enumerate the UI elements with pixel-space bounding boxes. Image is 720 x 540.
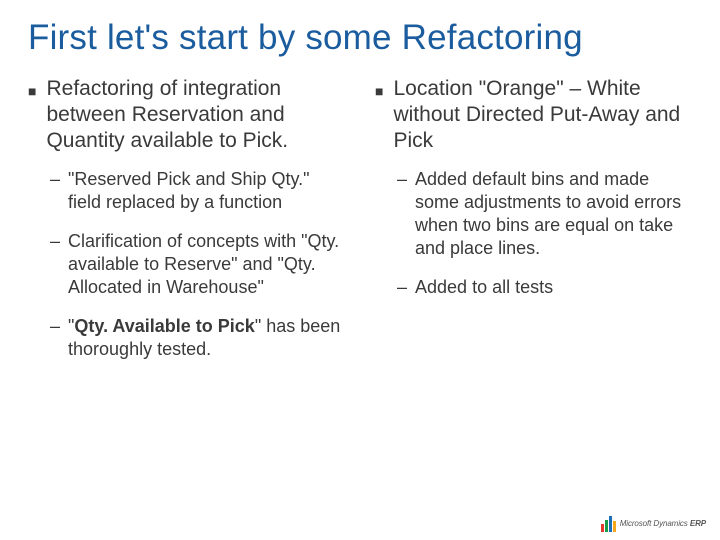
left-column: ■ Refactoring of integration between Res… xyxy=(28,76,345,377)
content-columns: ■ Refactoring of integration between Res… xyxy=(28,76,692,377)
slide-title: First let's start by some Refactoring xyxy=(28,18,692,58)
left-heading-text: Refactoring of integration between Reser… xyxy=(46,76,345,154)
list-item: – "Qty. Available to Pick" has been thor… xyxy=(50,315,345,361)
left-sub-list: – "Reserved Pick and Ship Qty." field re… xyxy=(28,168,345,361)
logo-bar xyxy=(613,521,616,532)
logo-bar xyxy=(601,524,604,532)
list-item-text: Clarification of concepts with "Qty. ava… xyxy=(68,230,345,299)
list-item-text: Added to all tests xyxy=(415,276,692,299)
bold-term: Qty. Available to Pick xyxy=(74,316,254,336)
right-heading-text: Location "Orange" – White without Direct… xyxy=(393,76,692,154)
dash-icon: – xyxy=(50,315,60,361)
right-sub-list: – Added default bins and made some adjus… xyxy=(375,168,692,299)
square-bullet-icon: ■ xyxy=(28,76,36,154)
list-item: – "Reserved Pick and Ship Qty." field re… xyxy=(50,168,345,214)
dash-icon: – xyxy=(397,168,407,260)
dash-icon: – xyxy=(397,276,407,299)
footer-logo: Microsoft Dynamics ERP xyxy=(601,514,706,532)
left-heading-bullet: ■ Refactoring of integration between Res… xyxy=(28,76,345,154)
list-item-text: "Reserved Pick and Ship Qty." field repl… xyxy=(68,168,345,214)
dash-icon: – xyxy=(50,230,60,299)
list-item: – Added to all tests xyxy=(397,276,692,299)
logo-bars-icon xyxy=(601,514,616,532)
list-item-text: "Qty. Available to Pick" has been thorou… xyxy=(68,315,345,361)
logo-bar xyxy=(605,520,608,532)
list-item-text: Added default bins and made some adjustm… xyxy=(415,168,692,260)
logo-bar xyxy=(609,516,612,532)
slide: First let's start by some Refactoring ■ … xyxy=(0,0,720,540)
logo-text: Microsoft Dynamics ERP xyxy=(620,519,706,528)
right-column: ■ Location "Orange" – White without Dire… xyxy=(375,76,692,377)
list-item: – Added default bins and made some adjus… xyxy=(397,168,692,260)
square-bullet-icon: ■ xyxy=(375,76,383,154)
dash-icon: – xyxy=(50,168,60,214)
right-heading-bullet: ■ Location "Orange" – White without Dire… xyxy=(375,76,692,154)
list-item: – Clarification of concepts with "Qty. a… xyxy=(50,230,345,299)
